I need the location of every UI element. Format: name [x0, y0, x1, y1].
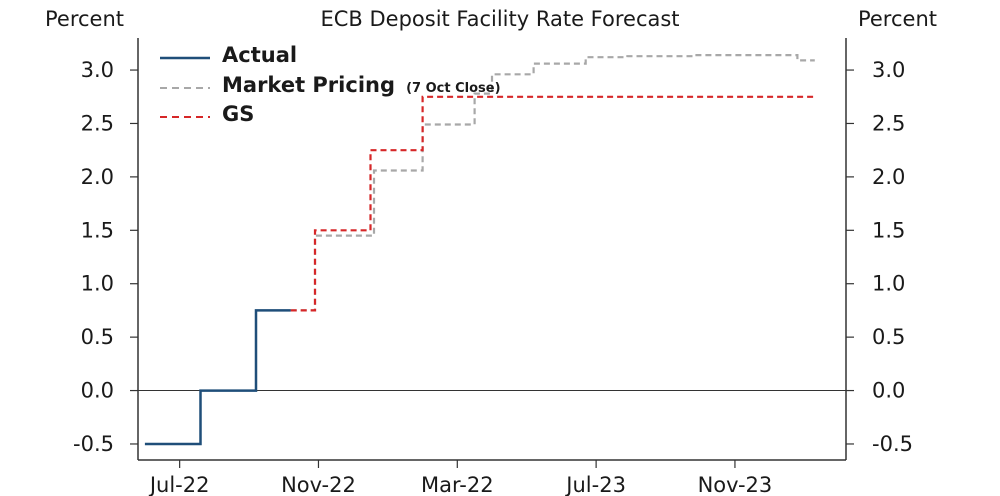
legend-label-market-pricing: Market Pricing (7 Oct Close)	[222, 73, 501, 97]
series-line-gs	[290, 95, 815, 312]
y-tick-label-right: 3.0	[872, 58, 905, 82]
y-tick-label-left: 0.0	[81, 379, 114, 403]
y-tick-label-left: 0.5	[81, 325, 114, 349]
y-tick-label-right: 0.5	[872, 325, 905, 349]
right-axis-unit: Percent	[858, 7, 937, 31]
legend-label-actual: Actual	[222, 43, 297, 67]
x-tick-label: Nov-23	[698, 473, 773, 496]
legend: Actual Market Pricing (7 Oct Close) GS	[160, 43, 501, 126]
y-tick-label-right: 1.0	[872, 272, 905, 296]
left-axis-unit: Percent	[45, 7, 124, 31]
x-tick-label: Mar-22	[421, 473, 494, 496]
series-line-actual	[144, 309, 291, 446]
y-tick-label-left: 3.0	[81, 58, 114, 82]
series-line-market-pricing	[290, 53, 815, 312]
y-tick-label-right: 1.5	[872, 218, 905, 242]
y-tick-label-left: 1.0	[81, 272, 114, 296]
x-ticks: Jul-22 Nov-22 Mar-22 Jul-23 Nov-23	[148, 460, 772, 496]
legend-market-pricing-name: Market Pricing	[222, 73, 395, 97]
y-tick-label-right: 0.0	[872, 379, 905, 403]
legend-market-pricing-note: (7 Oct Close)	[406, 81, 500, 96]
y-tick-label-left: 2.5	[81, 111, 114, 135]
series-group	[144, 53, 815, 446]
x-tick-label: Jul-22	[148, 473, 210, 496]
y-tick-label-left: 2.0	[81, 165, 114, 189]
chart-title: ECB Deposit Facility Rate Forecast	[320, 7, 679, 31]
y-tick-label-left: -0.5	[73, 432, 114, 456]
y-tick-label-right: 2.0	[872, 165, 905, 189]
x-tick-label: Nov-22	[281, 473, 356, 496]
x-tick-label: Jul-23	[564, 473, 626, 496]
y-tick-label-right: -0.5	[872, 432, 913, 456]
legend-label-gs: GS	[222, 102, 254, 126]
y-tick-label-right: 2.5	[872, 111, 905, 135]
y-tick-label-left: 1.5	[81, 218, 114, 242]
y-ticks: 3.0 3.0 2.5 2.5 2.0 2.0 1.5 1.5 1.0 1.0 0.5 0.5 0.0 0…	[73, 58, 913, 456]
